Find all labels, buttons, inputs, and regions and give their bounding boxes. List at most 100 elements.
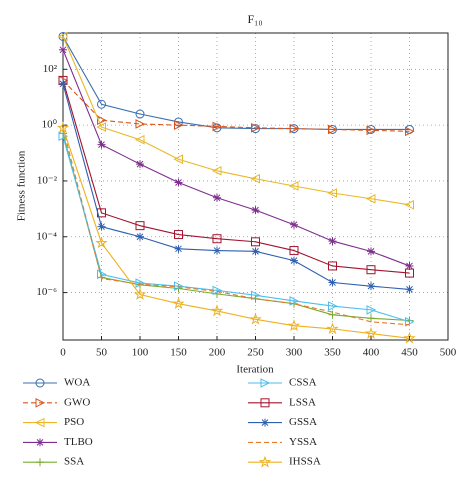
marker: [261, 418, 269, 427]
marker: [97, 115, 107, 126]
marker: [404, 199, 414, 210]
marker: [134, 134, 145, 145]
marker: [212, 234, 222, 244]
marker: [57, 31, 68, 42]
marker: [213, 193, 221, 202]
marker: [251, 206, 260, 215]
y-tick-label: 10⁰: [42, 119, 58, 131]
marker: [327, 188, 337, 198]
marker: [58, 131, 69, 142]
marker: [328, 301, 338, 311]
marker: [95, 236, 108, 249]
series-line: [62, 80, 410, 132]
marker: [289, 123, 300, 134]
marker: [405, 316, 415, 327]
x-axis-label: Iteration: [236, 364, 274, 376]
marker: [290, 256, 298, 265]
marker: [288, 181, 299, 191]
x-tick-label: 500: [440, 347, 457, 359]
y-tick-label: 10⁻²: [37, 174, 58, 186]
y-axis-label: Fitness function: [16, 150, 28, 221]
legend-label: GWO: [64, 396, 90, 408]
marker: [59, 79, 67, 88]
x-tick-label: 50: [96, 347, 108, 359]
marker: [212, 121, 223, 132]
marker: [36, 458, 44, 467]
marker: [174, 230, 183, 240]
marker: [210, 304, 224, 317]
marker: [328, 261, 337, 271]
marker: [405, 268, 414, 278]
marker: [258, 455, 272, 468]
series-line: [62, 127, 410, 339]
marker: [289, 246, 299, 256]
series: [59, 79, 414, 294]
legend-label: SSA: [64, 456, 84, 468]
marker: [135, 221, 145, 231]
marker: [365, 193, 376, 204]
marker: [405, 285, 414, 294]
series-line: [62, 136, 410, 323]
series-line: [62, 36, 410, 130]
marker: [405, 126, 415, 137]
x-tick-label: 250: [247, 347, 264, 359]
marker: [174, 120, 184, 130]
marker: [367, 247, 375, 256]
legend-label: IHSSA: [289, 456, 321, 468]
marker: [174, 244, 183, 253]
marker: [251, 123, 261, 133]
marker: [249, 312, 262, 325]
legend-label: CSSA: [289, 377, 317, 389]
marker: [213, 246, 221, 255]
marker: [366, 305, 377, 315]
series: [58, 75, 414, 278]
marker: [251, 290, 261, 301]
marker: [135, 119, 146, 129]
series: [57, 31, 414, 210]
x-tick-label: 400: [363, 347, 380, 359]
marker: [56, 121, 70, 134]
series-line: [62, 83, 410, 290]
y-tick-label: 10⁻⁴: [36, 230, 57, 242]
legend-label: LSSA: [289, 396, 316, 408]
marker: [136, 160, 144, 169]
marker: [59, 129, 67, 138]
marker: [36, 438, 44, 447]
marker: [34, 417, 45, 428]
x-tick-label: 150: [170, 347, 187, 359]
x-tick-label: 200: [209, 347, 226, 359]
marker: [97, 222, 106, 231]
marker: [250, 173, 260, 184]
marker: [366, 265, 376, 275]
x-tick-label: 350: [324, 347, 341, 359]
marker: [366, 125, 377, 136]
y-tick-label: 10²: [43, 63, 58, 75]
series: [56, 121, 416, 344]
marker: [172, 297, 185, 309]
series-line: [62, 36, 410, 206]
marker: [96, 122, 106, 132]
marker: [328, 124, 338, 135]
series-line: [62, 49, 410, 267]
marker: [251, 237, 260, 247]
marker: [260, 378, 271, 388]
chart-title: F₁₀: [247, 12, 262, 26]
marker: [290, 220, 298, 229]
marker: [97, 140, 106, 149]
marker: [328, 310, 337, 319]
series: [58, 31, 414, 134]
marker: [135, 109, 145, 119]
marker: [35, 397, 46, 408]
legend-label: YSSA: [289, 436, 317, 448]
marker: [364, 327, 378, 339]
x-tick-label: 300: [286, 347, 303, 359]
marker: [212, 285, 223, 296]
series: [59, 45, 414, 270]
marker: [136, 232, 144, 241]
plot-frame: [62, 32, 449, 341]
marker: [173, 154, 183, 165]
marker: [211, 166, 222, 176]
legend-label: TLBO: [64, 436, 93, 448]
y-tick-label: 10⁻⁶: [36, 286, 57, 298]
